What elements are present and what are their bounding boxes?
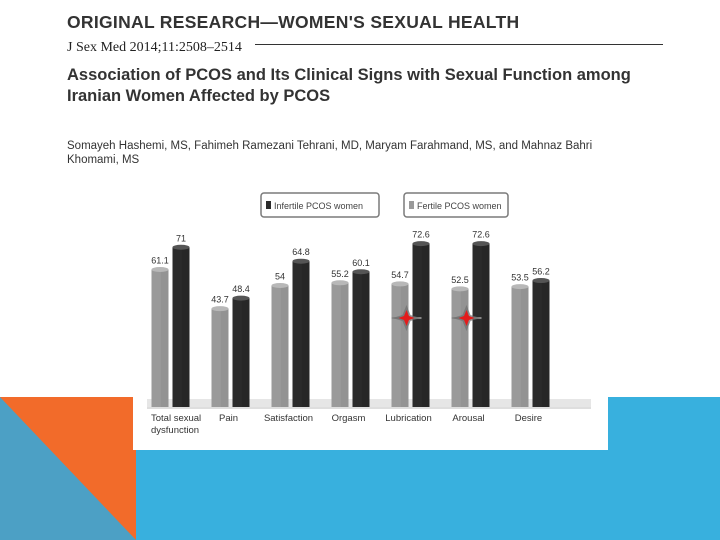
divider-line [255, 44, 663, 45]
bar-top [352, 269, 370, 275]
bar-shade [241, 298, 250, 407]
bar-top [532, 278, 550, 284]
data-label: 64.8 [292, 247, 310, 257]
bar-top [292, 258, 310, 264]
legend-box [260, 192, 380, 218]
data-label: 53.5 [511, 273, 529, 283]
bar-shade [460, 288, 469, 407]
legend-box [403, 192, 509, 218]
data-label: 54.7 [391, 270, 409, 280]
data-label: 52.5 [451, 275, 469, 285]
legend-swatch [409, 201, 414, 209]
red-star-marker [398, 310, 415, 326]
bar-top [391, 281, 409, 287]
data-label: 71 [176, 233, 186, 243]
decorative-blue-triangle [0, 397, 136, 540]
journal-citation: J Sex Med 2014;11:2508–2514 [67, 40, 242, 55]
bar-top [451, 286, 469, 292]
article-title: Association of PCOS and Its Clinical Sig… [67, 66, 631, 105]
bar-shade [160, 269, 169, 407]
tick-label: Orgasm [332, 413, 366, 424]
legend-label: Infertile PCOS women [274, 201, 363, 211]
data-label: 56.2 [532, 267, 550, 277]
tick-label: Pain [219, 413, 238, 424]
bar-top [331, 280, 349, 286]
bar-shade [181, 247, 190, 407]
bar-top [412, 241, 430, 247]
bar-shade [400, 283, 409, 407]
bar-top [211, 306, 229, 312]
bar-shade [301, 261, 310, 407]
bar-shade [481, 243, 490, 407]
bar-top [232, 295, 250, 301]
bar-shade [421, 243, 430, 407]
data-label: 43.7 [211, 295, 229, 305]
legend-label: Fertile PCOS women [417, 201, 502, 211]
section-header: ORIGINAL RESEARCH—WOMEN'S SEXUAL HEALTH [67, 12, 520, 32]
bar-shade [361, 271, 370, 407]
data-label: 61.1 [151, 256, 169, 266]
tick-label: Total sexual [151, 413, 201, 424]
data-label: 72.6 [472, 230, 490, 240]
tick-label: dysfunction [151, 425, 199, 436]
data-label: 72.6 [412, 230, 430, 240]
bar-shade [541, 280, 550, 407]
tick-label: Desire [515, 413, 542, 424]
chart-panel: 61.1 71 Total sexual dysfunction 43.7 48.4 Pai… [133, 188, 608, 450]
bar-top [151, 267, 169, 273]
bar-top [271, 283, 289, 288]
red-star-marker [458, 310, 475, 326]
data-label: 48.4 [232, 284, 250, 294]
tick-label: Lubrication [385, 413, 431, 424]
data-label: 54 [275, 272, 285, 282]
bar-shade [280, 285, 289, 407]
bar-top [472, 241, 490, 247]
data-label: 55.2 [331, 269, 349, 279]
data-label: 60.1 [352, 258, 370, 268]
tick-label: Satisfaction [264, 413, 313, 424]
author-list: Somayeh Hashemi, MS, Fahimeh Ramezani Te… [67, 140, 593, 166]
bar-top [172, 244, 190, 250]
bar-top [511, 284, 529, 290]
tick-label: Arousal [452, 413, 484, 424]
bar-shade [520, 286, 529, 407]
legend-swatch [266, 201, 271, 209]
bar-shade [340, 282, 349, 407]
bar-shade [220, 308, 229, 407]
